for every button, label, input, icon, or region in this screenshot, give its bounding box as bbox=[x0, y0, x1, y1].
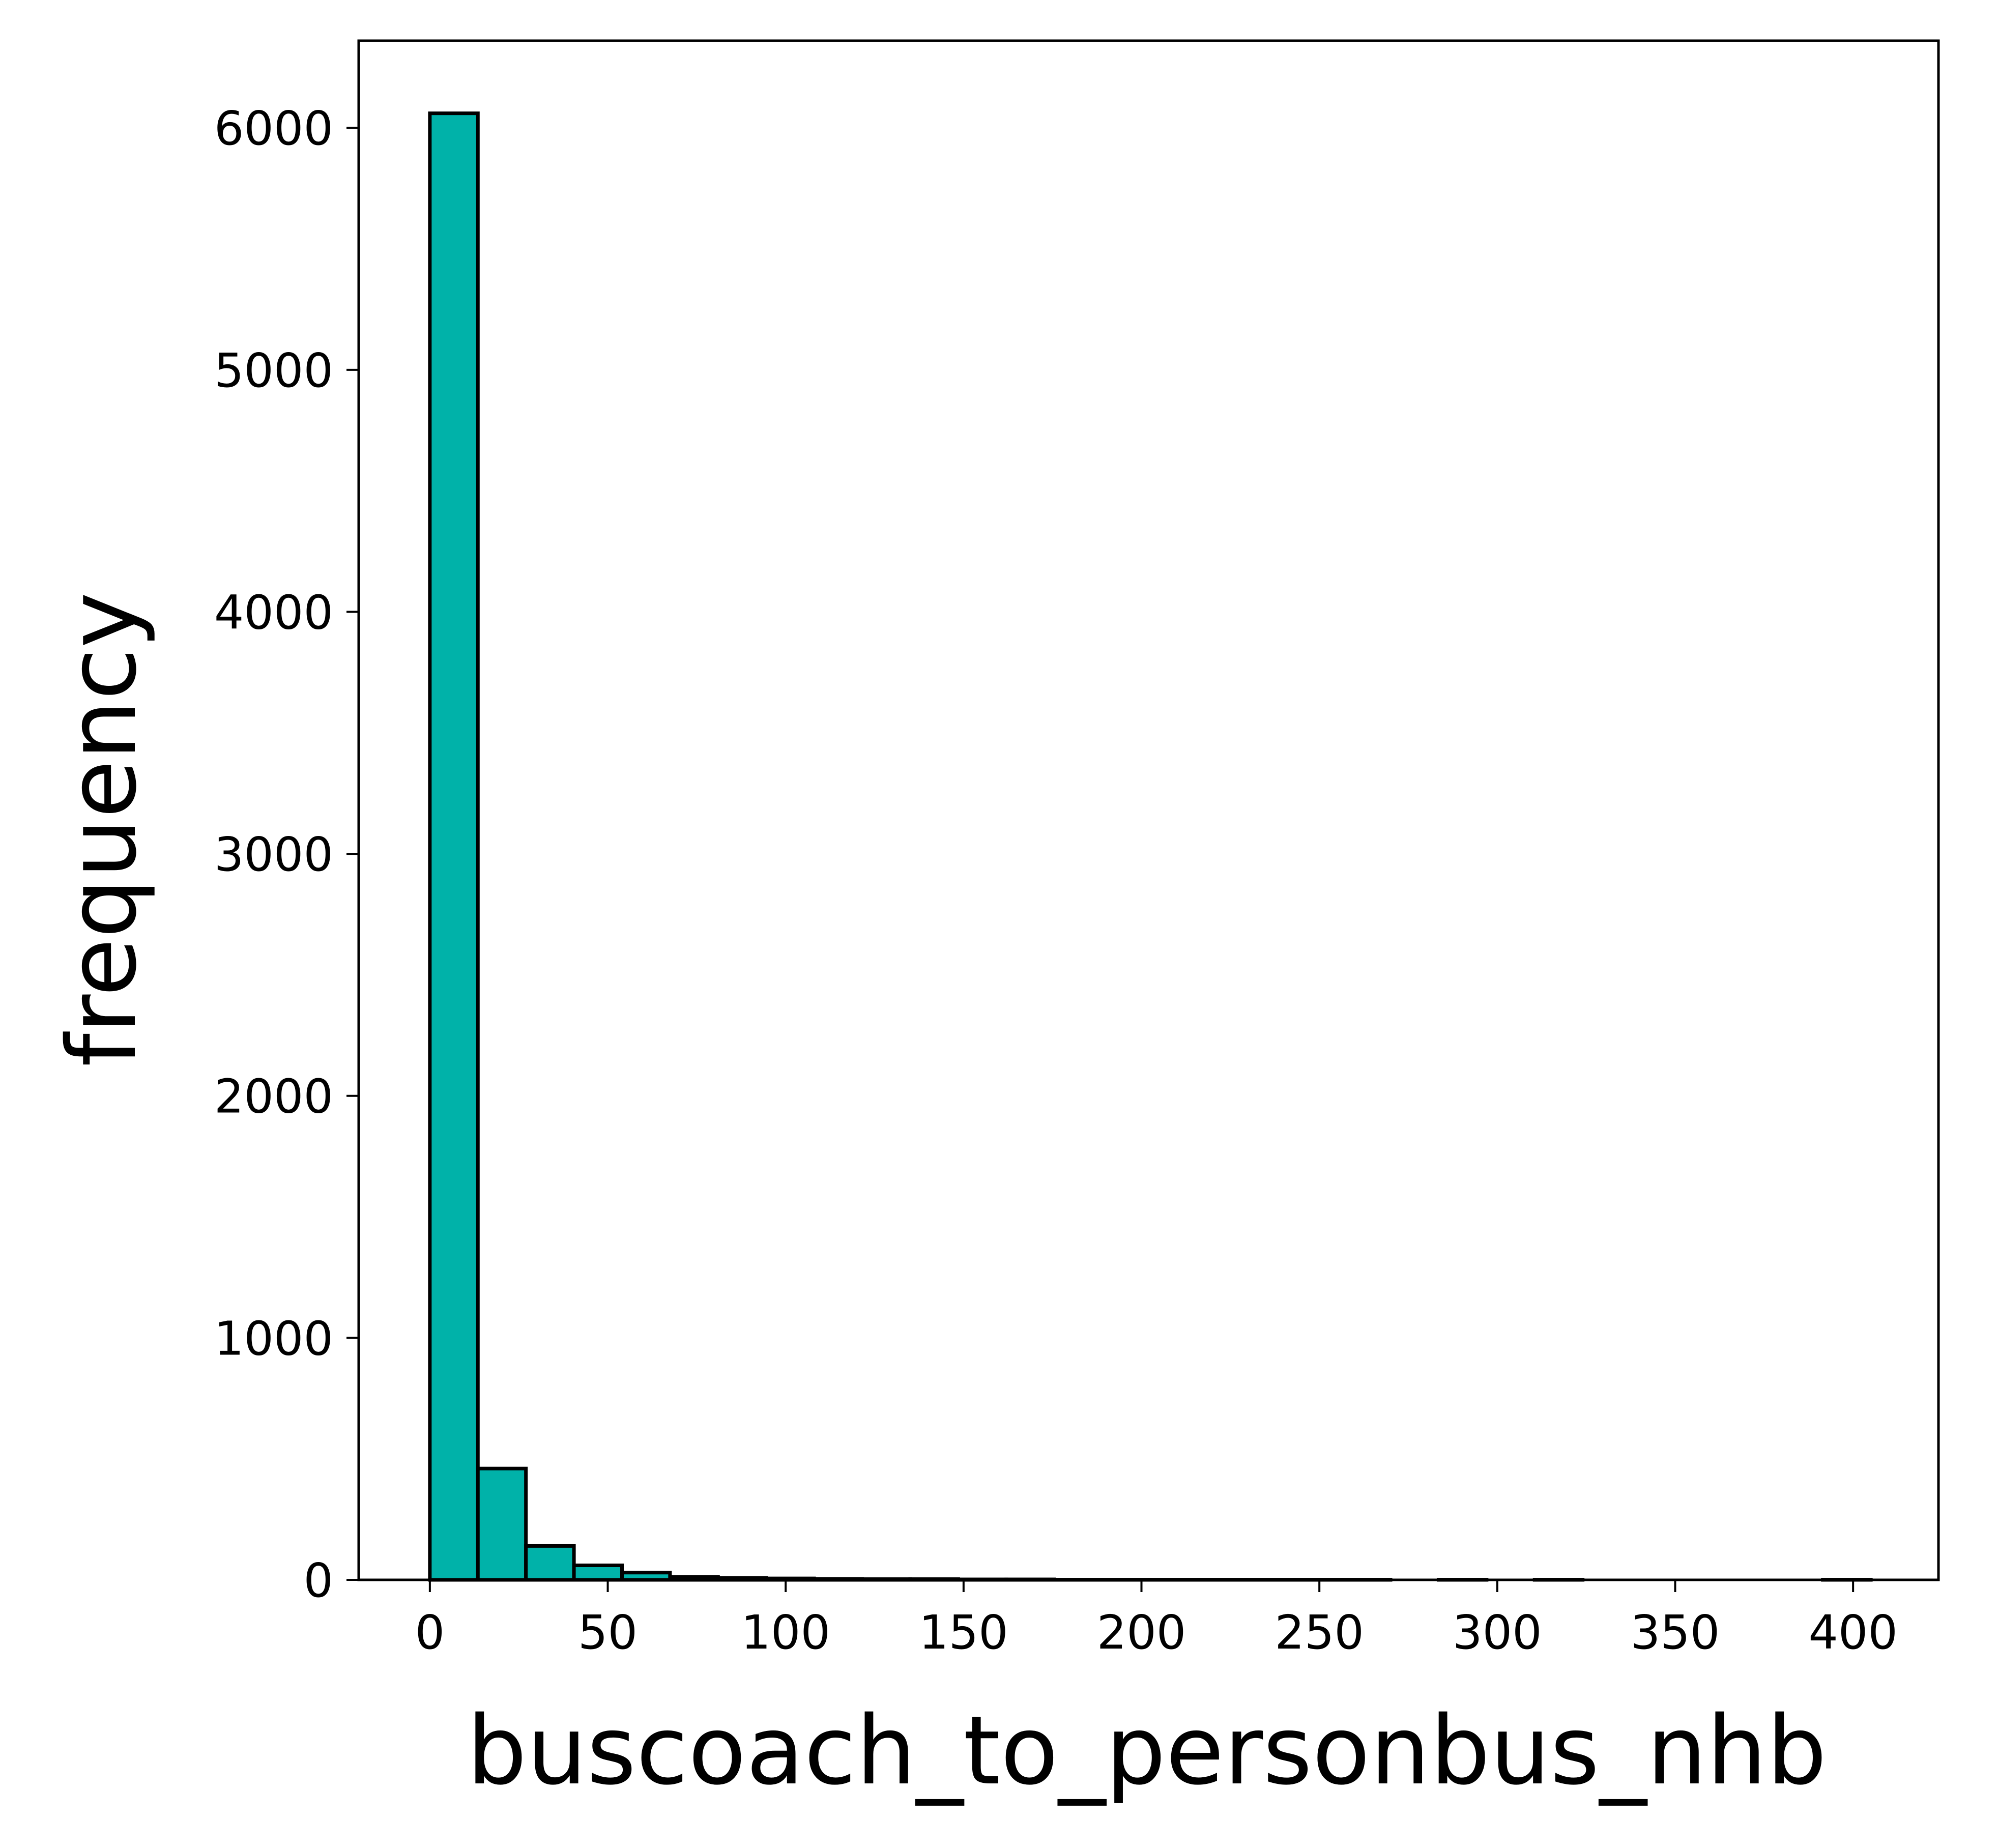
y-tick-label: 6000 bbox=[214, 101, 333, 156]
y-tick-label: 1000 bbox=[214, 1311, 333, 1366]
y-axis-ticks: 0 1000 2000 3000 4000 5000 6000 bbox=[214, 101, 359, 1608]
y-tick-label: 3000 bbox=[214, 827, 333, 882]
x-tick-label: 200 bbox=[1097, 1605, 1186, 1660]
x-tick-label: 150 bbox=[919, 1605, 1008, 1660]
plot-frame bbox=[357, 39, 1940, 1581]
x-tick-label: 400 bbox=[1808, 1605, 1898, 1660]
x-axis-ticks: 0 50 100 150 200 250 300 350 400 bbox=[415, 1580, 1898, 1660]
y-tick-label: 5000 bbox=[214, 343, 333, 398]
y-tick-label: 4000 bbox=[214, 585, 333, 640]
x-axis-label: buscoach_to_personbus_nhb bbox=[467, 1695, 1827, 1806]
x-tick-label: 100 bbox=[741, 1605, 830, 1660]
y-tick-label: 0 bbox=[303, 1553, 333, 1608]
x-tick-label: 300 bbox=[1453, 1605, 1542, 1660]
histogram-bar bbox=[428, 111, 480, 1582]
x-tick-label: 50 bbox=[578, 1605, 638, 1660]
histogram-bar bbox=[476, 1466, 528, 1582]
histogram-bars bbox=[428, 111, 1873, 1582]
x-tick-label: 250 bbox=[1275, 1605, 1364, 1660]
histogram-bar bbox=[572, 1563, 624, 1582]
y-tick-label: 2000 bbox=[214, 1070, 333, 1124]
x-tick-label: 350 bbox=[1631, 1605, 1720, 1660]
histogram-bar bbox=[524, 1544, 576, 1582]
x-tick-label: 0 bbox=[415, 1605, 445, 1660]
y-axis-label: frequency bbox=[47, 592, 157, 1067]
